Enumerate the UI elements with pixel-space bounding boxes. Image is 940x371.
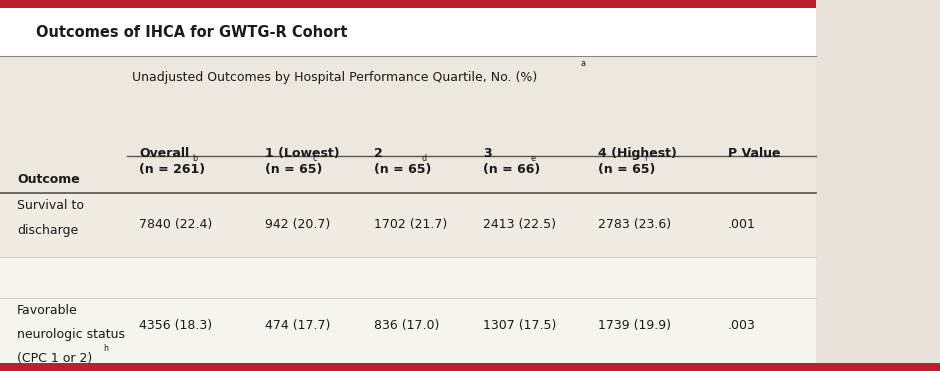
Text: .001: .001 xyxy=(728,218,756,232)
Text: c: c xyxy=(312,154,317,163)
Text: Survival to: Survival to xyxy=(17,199,84,212)
Text: 836 (17.0): 836 (17.0) xyxy=(374,319,440,332)
Text: e: e xyxy=(530,154,536,163)
Text: 4356 (18.3): 4356 (18.3) xyxy=(139,319,212,332)
Text: (n = 65): (n = 65) xyxy=(374,163,431,177)
Text: (n = 261): (n = 261) xyxy=(139,163,205,177)
Text: 3: 3 xyxy=(483,147,492,160)
Bar xyxy=(0,56,816,193)
Bar xyxy=(0,0,816,8)
Text: neurologic status: neurologic status xyxy=(17,328,125,341)
Bar xyxy=(816,0,940,56)
Bar xyxy=(0,131,816,193)
Text: b: b xyxy=(193,154,197,163)
Text: d: d xyxy=(421,154,427,163)
Text: Outcomes of IHCA for GWTG-R Cohort: Outcomes of IHCA for GWTG-R Cohort xyxy=(36,25,347,40)
Bar xyxy=(0,8,816,56)
Text: 1702 (21.7): 1702 (21.7) xyxy=(374,218,447,232)
Text: 474 (17.7): 474 (17.7) xyxy=(265,319,331,332)
Text: 2: 2 xyxy=(374,147,383,160)
Text: .003: .003 xyxy=(728,319,756,332)
Bar xyxy=(816,363,940,371)
Bar xyxy=(0,257,816,298)
Text: (n = 65): (n = 65) xyxy=(598,163,655,177)
Bar xyxy=(0,363,816,371)
Text: 2413 (22.5): 2413 (22.5) xyxy=(483,218,556,232)
Text: (n = 66): (n = 66) xyxy=(483,163,540,177)
Text: discharge: discharge xyxy=(17,224,78,237)
Text: 1739 (19.9): 1739 (19.9) xyxy=(598,319,671,332)
Text: (CPC 1 or 2): (CPC 1 or 2) xyxy=(17,352,92,365)
Text: h: h xyxy=(103,344,108,353)
Bar xyxy=(816,0,940,8)
Text: 1 (Lowest): 1 (Lowest) xyxy=(265,147,339,160)
Text: 2783 (23.6): 2783 (23.6) xyxy=(598,218,671,232)
Text: Outcome: Outcome xyxy=(17,173,80,186)
Text: 7840 (22.4): 7840 (22.4) xyxy=(139,218,212,232)
Text: P Value: P Value xyxy=(728,147,780,160)
Text: a: a xyxy=(581,59,586,68)
Text: 1307 (17.5): 1307 (17.5) xyxy=(483,319,556,332)
Bar xyxy=(0,193,816,257)
Text: 942 (20.7): 942 (20.7) xyxy=(265,218,330,232)
Text: 4 (Highest): 4 (Highest) xyxy=(598,147,677,160)
Bar xyxy=(816,56,940,363)
Text: f: f xyxy=(645,154,648,163)
Text: Favorable: Favorable xyxy=(17,304,78,317)
Text: Overall: Overall xyxy=(139,147,189,160)
Bar xyxy=(0,298,816,363)
Text: (n = 65): (n = 65) xyxy=(265,163,322,177)
Text: Unadjusted Outcomes by Hospital Performance Quartile, No. (%): Unadjusted Outcomes by Hospital Performa… xyxy=(132,71,537,84)
